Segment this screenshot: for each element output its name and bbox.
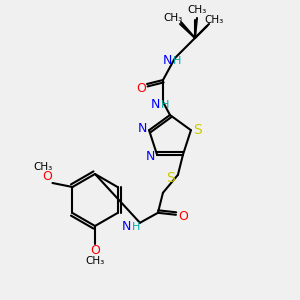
Text: S: S (167, 171, 175, 185)
Text: O: O (90, 244, 100, 257)
Text: H: H (173, 56, 181, 66)
Text: N: N (146, 150, 155, 163)
Text: CH₃: CH₃ (34, 162, 53, 172)
Text: O: O (43, 170, 52, 184)
Text: H: H (161, 100, 169, 110)
Text: CH₃: CH₃ (204, 15, 224, 25)
Text: CH₃: CH₃ (188, 5, 207, 15)
Text: N: N (137, 122, 147, 135)
Text: S: S (194, 123, 202, 137)
Text: N: N (162, 55, 172, 68)
Text: O: O (178, 210, 188, 223)
Text: N: N (122, 220, 132, 233)
Text: CH₃: CH₃ (85, 256, 105, 266)
Text: O: O (136, 82, 146, 94)
Text: N: N (150, 98, 160, 112)
Text: CH₃: CH₃ (164, 13, 183, 23)
Text: H: H (132, 222, 140, 232)
